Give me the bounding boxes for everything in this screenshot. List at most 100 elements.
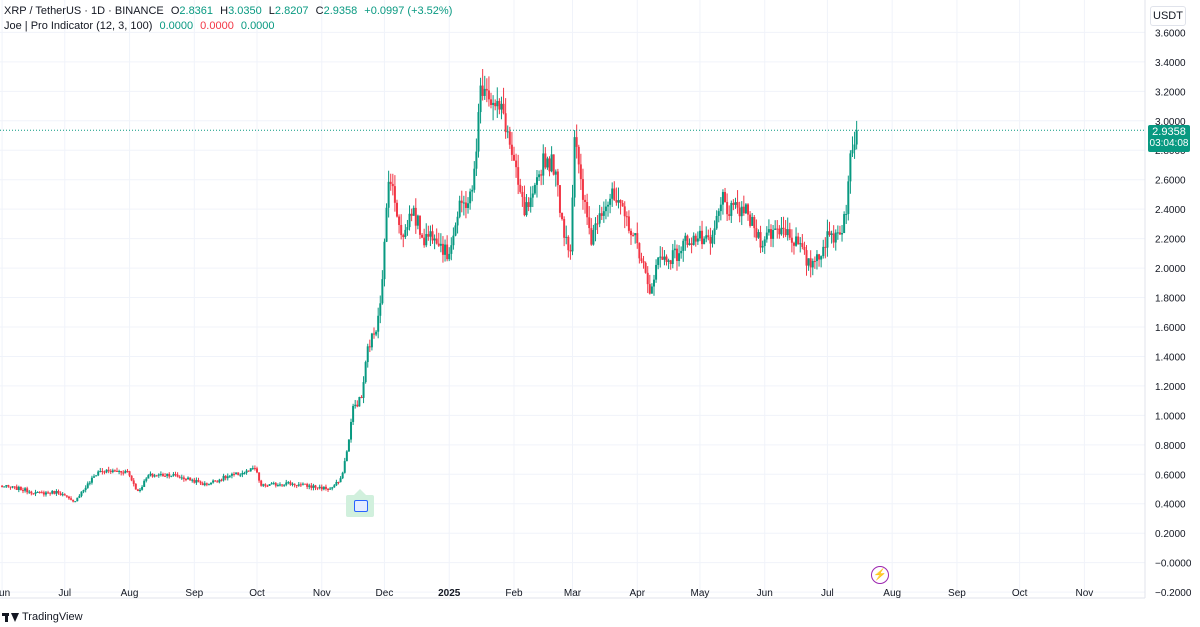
candle-body — [136, 489, 139, 491]
candle-body — [128, 471, 131, 476]
price-tick-label: −0.2000 — [1155, 588, 1192, 599]
candle-body — [535, 177, 538, 185]
candle-body — [774, 228, 777, 230]
candle-body — [155, 475, 158, 477]
candle-body — [801, 243, 804, 247]
candle-body — [544, 153, 547, 168]
candle-body — [584, 199, 587, 202]
candle-body — [548, 158, 551, 172]
candle-body — [607, 204, 610, 207]
candle-body — [533, 184, 536, 194]
candle-body — [577, 146, 580, 165]
candle-body — [360, 397, 363, 399]
candle-body — [335, 481, 338, 486]
candle-body — [55, 491, 58, 494]
candle-body — [742, 206, 745, 214]
candle-body — [143, 480, 146, 487]
candle-body — [805, 250, 808, 266]
candle-body — [792, 242, 795, 246]
price-tick-label: 0.8000 — [1155, 441, 1186, 452]
candle-body — [253, 468, 256, 470]
candle-body — [602, 211, 605, 216]
candle-body — [233, 473, 236, 475]
indicator-name[interactable]: Joe | Pro Indicator (12, 3, 100) — [4, 20, 153, 32]
candle-body — [719, 204, 722, 212]
candle-body — [490, 99, 493, 105]
candle-body — [308, 485, 311, 487]
candle-body — [24, 488, 27, 491]
candle-body — [807, 258, 810, 266]
candle-body — [289, 482, 292, 485]
candle-body — [437, 243, 440, 246]
candle-body — [385, 207, 388, 242]
candle-body — [274, 483, 277, 486]
candle-body — [345, 451, 348, 462]
candle-body — [644, 262, 647, 273]
candle-body — [379, 303, 382, 316]
candle-body — [266, 485, 269, 487]
candle-body — [278, 484, 281, 486]
candle-body — [65, 495, 68, 497]
currency-button[interactable]: USDT — [1150, 6, 1186, 26]
candle-body — [276, 485, 279, 487]
candle-body — [458, 200, 461, 217]
candle-body — [682, 240, 685, 251]
candle-body — [318, 486, 321, 488]
candle-body — [304, 483, 307, 485]
candle-body — [329, 488, 332, 490]
low-value: 2.8207 — [274, 5, 309, 17]
candle-body — [118, 470, 121, 472]
candle-body — [358, 397, 361, 407]
candle-body — [627, 216, 630, 231]
candle-body — [433, 238, 436, 241]
candle-body — [757, 232, 760, 238]
candle-body — [659, 256, 662, 258]
candle-body — [730, 202, 733, 216]
candle-body — [855, 130, 858, 145]
candle-body — [621, 203, 624, 207]
candle-body — [517, 167, 520, 185]
candle-body — [90, 477, 93, 483]
candle-body — [467, 203, 470, 208]
symbol-row: XRP / TetherUS · 1D · BINANCE O2.8361 H3… — [4, 4, 452, 19]
candle-body — [715, 215, 718, 229]
time-tick-label: Mar — [564, 588, 582, 599]
candle-body — [755, 228, 758, 238]
lightning-icon[interactable]: ⚡ — [871, 566, 889, 584]
candle-body — [761, 246, 764, 248]
candle-body — [354, 404, 357, 406]
price-tick-label: 2.6000 — [1155, 176, 1186, 187]
candle-body — [671, 250, 674, 265]
candle-body — [617, 200, 620, 203]
candle-body — [696, 238, 699, 242]
candle-body — [193, 479, 196, 483]
candle-body — [67, 496, 70, 499]
candle-body — [841, 233, 844, 235]
tradingview-brand[interactable]: TradingView — [2, 611, 83, 623]
close-value: 2.9358 — [323, 5, 358, 17]
symbol-title[interactable]: XRP / TetherUS · 1D · BINANCE — [4, 5, 164, 17]
candle-body — [439, 243, 442, 246]
candle-body — [373, 333, 376, 335]
candle-body — [623, 206, 626, 217]
candle-body — [765, 232, 768, 240]
open-value: 2.8361 — [179, 5, 214, 17]
candle-body — [166, 473, 169, 476]
candle-body — [17, 486, 20, 490]
candle-body — [600, 213, 603, 216]
candle-body — [630, 230, 633, 236]
candle-body — [744, 204, 747, 214]
candle-body — [159, 474, 162, 476]
candle-body — [26, 488, 29, 493]
candle-body — [151, 473, 154, 477]
candle-body — [780, 227, 783, 235]
candle-body — [356, 404, 359, 407]
candle-body — [347, 439, 350, 452]
news-marker[interactable] — [346, 489, 374, 517]
candle-body — [636, 233, 639, 244]
candle-body — [270, 483, 273, 485]
candle-body — [59, 493, 62, 496]
candle-body — [107, 469, 110, 471]
candle-body — [30, 491, 33, 494]
